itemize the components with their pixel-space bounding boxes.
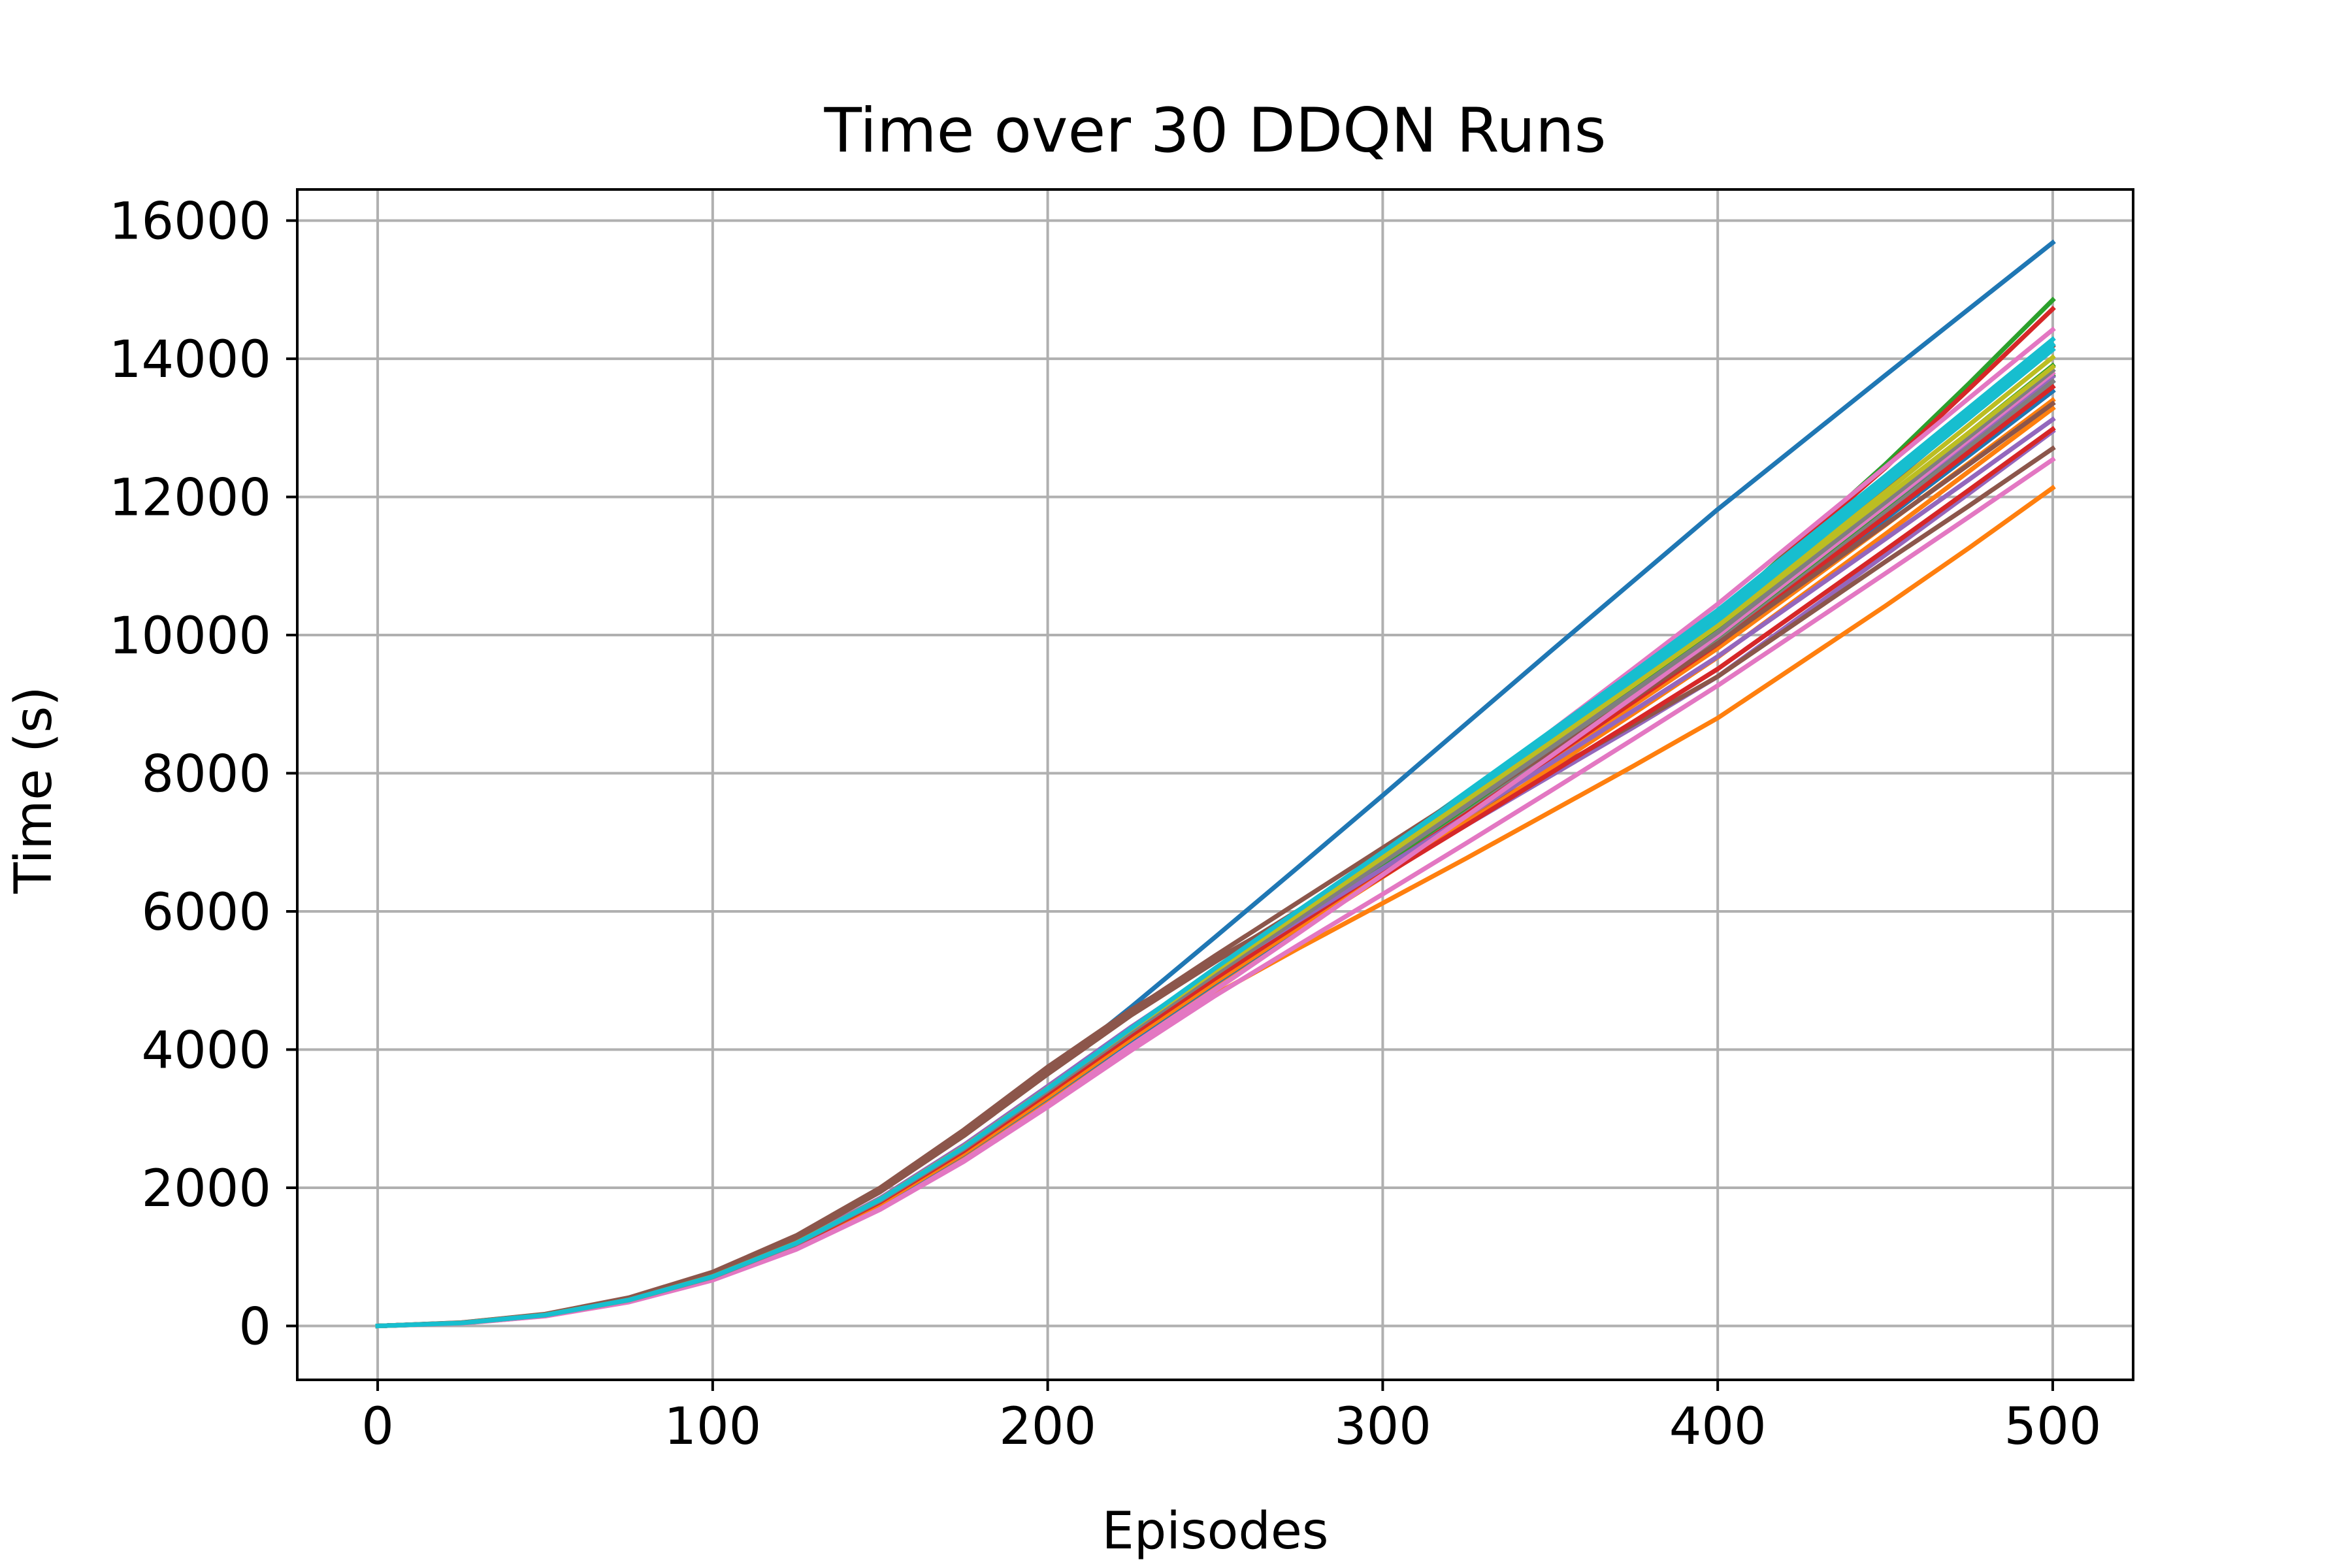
plot-area-frame bbox=[296, 188, 2134, 1381]
x-tick-label: 200 bbox=[999, 1397, 1096, 1456]
x-axis-ticks: 0 100 200 300 400 500 bbox=[361, 1380, 2101, 1456]
y-tick-label: 2000 bbox=[141, 1160, 271, 1218]
y-tick-label: 14000 bbox=[109, 331, 271, 389]
y-tick-label: 0 bbox=[238, 1298, 271, 1357]
y-tick-label: 8000 bbox=[141, 745, 271, 804]
y-tick-label: 4000 bbox=[141, 1022, 271, 1081]
x-axis-label: Episodes bbox=[1102, 1502, 1329, 1561]
series-lines bbox=[375, 239, 2056, 1329]
y-tick-label: 6000 bbox=[141, 883, 271, 942]
y-tick-label: 12000 bbox=[109, 469, 271, 528]
x-tick-label: 400 bbox=[1669, 1397, 1767, 1456]
x-tick-label: 500 bbox=[2004, 1397, 2101, 1456]
series-line-30 bbox=[375, 341, 2056, 1329]
x-tick-label: 0 bbox=[361, 1397, 394, 1456]
chart-title: Time over 30 DDQN Runs bbox=[823, 95, 1606, 167]
y-tick-label: 10000 bbox=[109, 607, 271, 666]
y-tick-label: 16000 bbox=[109, 193, 271, 252]
y-axis-label: Time (s) bbox=[5, 686, 63, 894]
y-axis-ticks: 0 2000 4000 6000 8000 10000 12000 14000 16000 bbox=[109, 193, 297, 1357]
x-tick-label: 100 bbox=[664, 1397, 761, 1456]
x-tick-label: 300 bbox=[1334, 1397, 1431, 1456]
